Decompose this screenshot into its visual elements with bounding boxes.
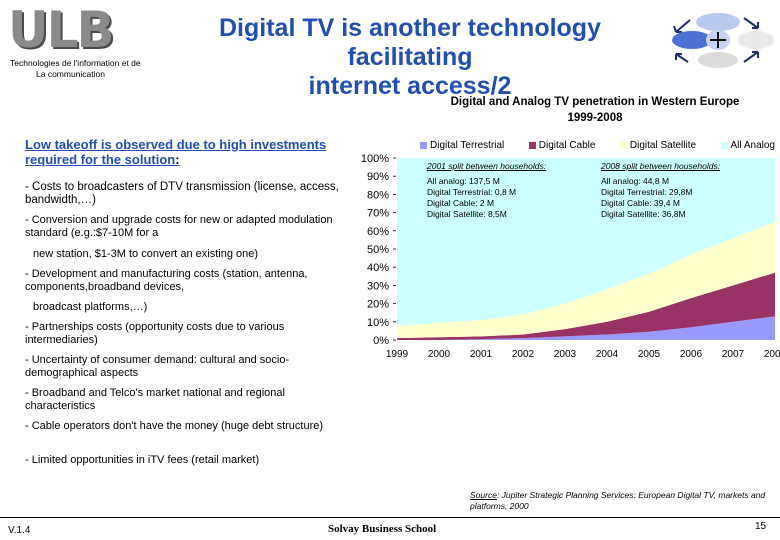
network-diagram-icon bbox=[672, 13, 774, 68]
legend-digital-cable: Digital Cable bbox=[528, 138, 596, 152]
y-tick-label: 80% bbox=[367, 189, 389, 201]
bullet-development-costs: - Development and manufacturing costs (s… bbox=[25, 268, 308, 293]
logo-subtitle: Technologies de l'information et de La c… bbox=[10, 58, 141, 80]
logo-subtitle-line-1: Technologies de l'information et de bbox=[10, 58, 141, 68]
legend-label: All Analog bbox=[730, 139, 775, 151]
area-digital-cable bbox=[397, 272, 775, 340]
x-tick-label: 2004 bbox=[596, 349, 619, 360]
y-tick-label: 0% bbox=[373, 335, 389, 347]
annotation-2001-line: Digital Cable: 2 M bbox=[427, 198, 495, 208]
annotation-2001-line: Digital Satellite: 8,5M bbox=[427, 209, 507, 219]
x-tick-label: 2000 bbox=[428, 349, 451, 360]
bullet-costs-broadcasters: - Costs to broadcasters of DTV transmiss… bbox=[25, 181, 339, 206]
bullet-consumer-demand: - Uncertainty of consumer demand: cultur… bbox=[25, 354, 290, 379]
y-tick-label: 100% bbox=[361, 153, 389, 165]
school-name: Solvay Business School bbox=[328, 523, 437, 535]
source-label: Source bbox=[470, 490, 497, 500]
tv-penetration-chart: 0% 10% 20% 30% 40% 50% 60% 70% 80% 90% 100% 1999 200… bbox=[361, 153, 780, 360]
version-label: V.1.4 bbox=[8, 525, 31, 536]
legend-swatch bbox=[420, 141, 427, 149]
chart-caption: Digital and Analog TV penetration in Wes… bbox=[420, 94, 770, 126]
x-tick-label: 2003 bbox=[554, 349, 577, 360]
area-digital-terrestrial bbox=[397, 316, 775, 340]
bullet-conversion-continued: new station, $1-3M to convert an existin… bbox=[33, 248, 259, 260]
annotation-2008-header: 2008 split between households: bbox=[601, 161, 721, 171]
area-all-analog bbox=[397, 158, 775, 326]
x-tick-label: 2005 bbox=[638, 349, 661, 360]
annotation-2008: 2008 split between households: All analo… bbox=[601, 161, 771, 220]
bullet-market-characteristics: - Broadband and Telco's market national … bbox=[25, 387, 285, 412]
annotation-2008-line: Digital Satellite: 36,8M bbox=[601, 209, 686, 219]
x-tick-label: 2002 bbox=[512, 349, 535, 360]
y-tick-label: 30% bbox=[367, 280, 389, 292]
y-tick-label: 10% bbox=[367, 317, 389, 329]
bullet-conversion-costs: - Conversion and upgrade costs for new o… bbox=[25, 214, 333, 239]
chart-legend: Digital Terrestrial Digital Cable Digita… bbox=[420, 138, 775, 152]
x-tick-label: 2007 bbox=[722, 349, 745, 360]
annotation-2001-line: All analog: 137,5 M bbox=[427, 176, 500, 186]
lead-statement: Low takeoff is observed due to high inve… bbox=[25, 137, 345, 167]
chart-caption-line-1: Digital and Analog TV penetration in Wes… bbox=[450, 96, 740, 108]
lead-main: Low takeoff is observed due to high inve… bbox=[25, 137, 327, 167]
footer-rule bbox=[0, 517, 780, 518]
annotation-2001: 2001 split between households: All analo… bbox=[427, 161, 597, 220]
annotation-2008-line: All analog: 44,8 M bbox=[601, 176, 670, 186]
annotation-2008-line: Digital Terrestrial: 29,8M bbox=[601, 187, 693, 197]
y-tick-label: 50% bbox=[367, 244, 389, 256]
bullet-development-continued: broadcast platforms,…) bbox=[33, 301, 148, 313]
x-tick-label: 1999 bbox=[386, 349, 409, 360]
bullet-itv-fees: - Limited opportunities in iTV fees (ret… bbox=[25, 454, 260, 466]
chart-caption-line-2: 1999-2008 bbox=[567, 112, 623, 124]
annotation-2001-header: 2001 split between households: bbox=[427, 161, 547, 171]
legend-label: Digital Satellite bbox=[629, 139, 697, 151]
legend-digital-satellite: Digital Satellite bbox=[619, 138, 697, 152]
legend-all-analog: All Analog bbox=[720, 138, 775, 152]
legend-swatch bbox=[619, 141, 627, 149]
y-tick-label: 20% bbox=[367, 299, 389, 311]
legend-swatch bbox=[720, 141, 728, 149]
legend-label: Digital Cable bbox=[538, 139, 596, 151]
chart-source: Source: Jupiter Strategic Planning Servi… bbox=[470, 490, 770, 512]
legend-label: Digital Terrestrial bbox=[430, 139, 505, 151]
legend-digital-terrestrial: Digital Terrestrial bbox=[420, 138, 504, 152]
y-tick-label: 90% bbox=[367, 171, 389, 183]
logo-subtitle-line-2: La communication bbox=[36, 69, 105, 79]
y-tick-label: 60% bbox=[367, 226, 389, 238]
area-digital-satellite bbox=[397, 221, 775, 339]
slide-title: Digital TV is another technology facilit… bbox=[160, 14, 660, 101]
x-tick-label: 2008 bbox=[764, 349, 780, 360]
page-number: 15 bbox=[755, 521, 767, 532]
source-text: : Jupiter Strategic Planning Services: E… bbox=[470, 490, 766, 511]
legend-swatch bbox=[528, 141, 536, 149]
x-tick-label: 2001 bbox=[470, 349, 493, 360]
bullet-partnership-costs: - Partnerships costs (opportunity costs … bbox=[25, 321, 285, 346]
annotation-2008-line: Digital Cable: 39,4 M bbox=[601, 198, 680, 208]
title-line-2: internet access/2 bbox=[308, 72, 512, 100]
y-tick-label: 40% bbox=[367, 262, 389, 274]
bullet-cable-operators: - Cable operators don't have the money (… bbox=[25, 420, 324, 432]
ulb-logo: ULB bbox=[8, 1, 115, 59]
y-tick-label: 70% bbox=[367, 208, 389, 220]
x-tick-label: 2006 bbox=[680, 349, 703, 360]
title-line-1: Digital TV is another technology facilit… bbox=[219, 14, 601, 71]
annotation-2001-line: Digital Terrestrial: 0,8 M bbox=[427, 187, 517, 197]
lead-tail: : bbox=[175, 152, 180, 167]
